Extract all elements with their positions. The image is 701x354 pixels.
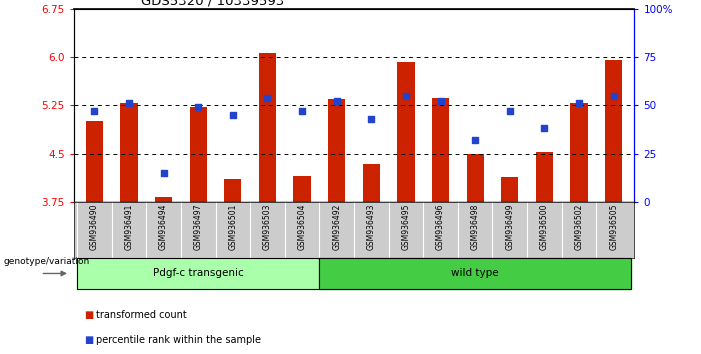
- Text: GSM936498: GSM936498: [470, 204, 479, 250]
- Bar: [224, 179, 242, 202]
- Text: ■: ■: [84, 310, 93, 320]
- Text: GSM936502: GSM936502: [575, 204, 583, 250]
- Point: [435, 99, 446, 104]
- Bar: [571, 103, 587, 202]
- Bar: [259, 53, 276, 202]
- Text: transformed count: transformed count: [96, 310, 186, 320]
- Point: [227, 112, 238, 118]
- Point: [470, 137, 481, 143]
- Point: [297, 108, 308, 114]
- Text: genotype/variation: genotype/variation: [4, 257, 90, 266]
- Text: GSM936490: GSM936490: [90, 204, 99, 250]
- Point: [89, 108, 100, 114]
- Text: GSM936491: GSM936491: [125, 204, 133, 250]
- Bar: [466, 154, 484, 202]
- Bar: [536, 152, 553, 202]
- Bar: [189, 107, 207, 202]
- Bar: [432, 98, 449, 202]
- Bar: [501, 177, 519, 202]
- Text: GSM936505: GSM936505: [609, 204, 618, 250]
- Bar: [328, 99, 346, 202]
- Point: [158, 170, 169, 176]
- Text: GSM936499: GSM936499: [505, 204, 515, 250]
- Text: GDS5320 / 10339593: GDS5320 / 10339593: [141, 0, 284, 8]
- Bar: [362, 164, 380, 202]
- Bar: [155, 197, 172, 202]
- Text: GSM936493: GSM936493: [367, 204, 376, 250]
- Bar: [605, 60, 622, 202]
- Text: GSM936496: GSM936496: [436, 204, 445, 250]
- Text: wild type: wild type: [451, 268, 499, 279]
- Text: GSM936500: GSM936500: [540, 204, 549, 250]
- Point: [608, 93, 619, 98]
- Point: [331, 99, 342, 104]
- Text: GSM936503: GSM936503: [263, 204, 272, 250]
- Text: Pdgf-c transgenic: Pdgf-c transgenic: [153, 268, 244, 279]
- Point: [366, 116, 377, 122]
- Point: [400, 93, 411, 98]
- Bar: [121, 103, 137, 202]
- Bar: [294, 176, 311, 202]
- Bar: [86, 121, 103, 202]
- Point: [573, 101, 585, 106]
- Point: [539, 126, 550, 131]
- Text: percentile rank within the sample: percentile rank within the sample: [96, 335, 261, 345]
- Bar: [77, 258, 320, 289]
- Text: GSM936494: GSM936494: [159, 204, 168, 250]
- Point: [193, 104, 204, 110]
- Text: GSM936495: GSM936495: [402, 204, 410, 250]
- Text: ■: ■: [84, 335, 93, 345]
- Text: GSM936497: GSM936497: [193, 204, 203, 250]
- Bar: [397, 62, 414, 202]
- Bar: [320, 258, 631, 289]
- Text: GSM936492: GSM936492: [332, 204, 341, 250]
- Text: GSM936504: GSM936504: [298, 204, 306, 250]
- Point: [123, 101, 135, 106]
- Point: [504, 108, 515, 114]
- Text: GSM936501: GSM936501: [229, 204, 238, 250]
- Point: [262, 95, 273, 101]
